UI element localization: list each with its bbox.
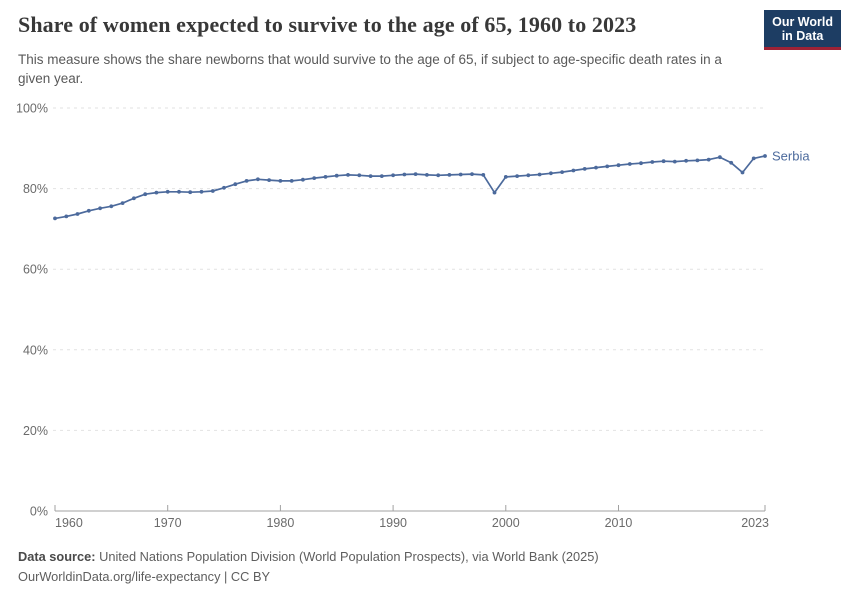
y-axis-tick-label: 20% (23, 424, 48, 438)
data-point (503, 175, 508, 179)
data-point (86, 208, 91, 213)
data-point (233, 182, 238, 187)
data-point (672, 159, 677, 164)
data-point (188, 190, 193, 195)
data-point (560, 170, 564, 175)
data-point (447, 173, 452, 177)
data-point (210, 189, 215, 193)
x-axis-tick-label: 2000 (492, 516, 520, 530)
data-point (132, 196, 136, 201)
data-point (650, 160, 655, 164)
data-point (334, 173, 339, 178)
data-point (165, 189, 170, 194)
x-axis-tick-label: 1990 (379, 516, 407, 530)
x-axis-tick-label: 1980 (266, 516, 294, 530)
y-axis-tick-label: 40% (23, 343, 48, 357)
data-point (244, 179, 249, 183)
data-point (346, 173, 350, 177)
data-point (368, 174, 373, 179)
data-source-text: United Nations Population Division (Worl… (95, 549, 599, 564)
data-line-serbia (54, 155, 766, 220)
y-axis-tick-label: 100% (16, 102, 48, 116)
chart-subtitle: This measure shows the share newborns th… (18, 52, 722, 86)
data-point (154, 190, 159, 195)
data-point (684, 158, 688, 163)
data-point (537, 172, 542, 177)
data-point (616, 163, 621, 168)
data-points-serbia (53, 154, 767, 221)
data-point (549, 171, 553, 176)
data-point (98, 206, 102, 211)
data-point (391, 173, 395, 178)
data-point (571, 168, 576, 173)
y-axis-tick-label: 0% (30, 505, 48, 519)
data-point (199, 189, 204, 194)
license-label: CC BY (230, 569, 271, 584)
data-point (515, 174, 519, 179)
data-point (729, 160, 734, 165)
data-point (639, 161, 643, 166)
data-point (740, 170, 745, 175)
data-point (751, 156, 756, 161)
x-axis-tick-label: 1970 (154, 516, 182, 530)
data-point (458, 172, 463, 177)
chart-footer: Data source: United Nations Population D… (18, 547, 599, 587)
data-point (436, 173, 441, 178)
data-point (143, 192, 148, 197)
data-point (267, 178, 271, 183)
data-point (661, 159, 666, 164)
data-point (425, 173, 429, 177)
owid-logo-line2: in Data (781, 29, 824, 43)
data-point (481, 173, 486, 177)
owid-logo[interactable]: Our World in Data (764, 10, 841, 50)
data-point (402, 172, 407, 177)
data-point (289, 179, 294, 183)
data-point (470, 172, 474, 177)
data-point (413, 172, 418, 177)
data-point (222, 185, 226, 190)
y-axis-tick-label: 60% (23, 263, 48, 277)
data-point (357, 173, 362, 178)
data-point (323, 175, 328, 179)
license-separator: | (220, 569, 231, 584)
data-point (594, 165, 598, 170)
license-line: OurWorldinData.org/life-expectancy | CC … (18, 567, 599, 587)
data-point (278, 179, 283, 183)
data-point (64, 214, 69, 219)
data-point (627, 162, 632, 166)
series-end-label-serbia: Serbia (772, 148, 810, 163)
x-axis-tick-label: 1960 (55, 516, 83, 530)
data-point (75, 212, 80, 216)
data-point (718, 155, 722, 160)
data-point (256, 177, 260, 182)
data-point (492, 190, 497, 195)
data-point (109, 204, 114, 209)
data-point (582, 167, 587, 171)
data-point (53, 216, 57, 221)
data-point (695, 158, 700, 163)
data-point (312, 176, 317, 181)
y-axis-tick-label: 80% (23, 182, 48, 196)
data-point (177, 189, 181, 194)
data-point (763, 154, 767, 158)
x-axis-tick-label: 2010 (605, 516, 633, 530)
data-point (120, 201, 125, 206)
x-axis-tick-label: 2023 (741, 516, 769, 530)
data-point (605, 164, 610, 169)
data-point (706, 157, 711, 162)
owid-url-link[interactable]: OurWorldinData.org/life-expectancy (18, 569, 221, 584)
chart-title: Share of women expected to survive to th… (18, 12, 637, 37)
data-source-line: Data source: United Nations Population D… (18, 547, 599, 567)
data-point (301, 177, 305, 182)
data-point (379, 174, 384, 179)
data-source-label: Data source: (18, 549, 96, 564)
owid-logo-line1: Our World (772, 15, 833, 29)
data-point (526, 173, 531, 178)
